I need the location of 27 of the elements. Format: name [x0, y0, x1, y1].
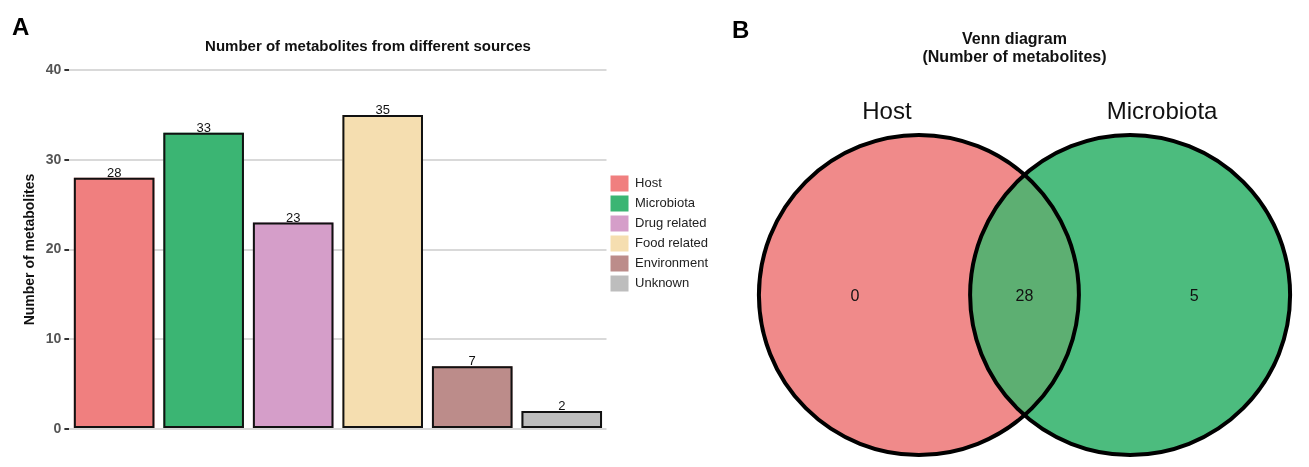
y-tick-label: 30 — [45, 150, 62, 167]
text: B — [732, 16, 750, 43]
text: Venn diagram (Number of metabolites) — [922, 30, 1107, 65]
y-tick-label: 10 — [45, 330, 62, 347]
data-label: 35 — [375, 101, 390, 117]
y-tick-label: 20 — [45, 240, 62, 257]
legend-label: Microbiota — [635, 195, 696, 211]
chart-title: Number of metabolites from different sources — [205, 37, 531, 55]
y-tick-label: 40 — [45, 60, 62, 77]
legend-label: Host — [635, 175, 663, 191]
text: 0 — [850, 287, 860, 304]
data-label: 2 — [558, 398, 566, 414]
text: 5 — [1189, 287, 1199, 304]
legend-label: Unknown — [635, 275, 690, 291]
legend-label: Drug related — [635, 215, 707, 231]
text: A — [12, 12, 30, 40]
text: Host — [862, 97, 912, 124]
data-label: 7 — [468, 353, 476, 369]
data-label: 23 — [285, 209, 301, 225]
data-label: 28 — [106, 164, 122, 180]
legend-label: Food related — [635, 235, 709, 251]
y-axis-title: Number of metabolites — [21, 173, 38, 326]
legend-label: Environment — [635, 255, 709, 271]
text: Microbiota — [1106, 97, 1219, 124]
data-label: 33 — [196, 119, 211, 135]
y-tick-label: 0 — [53, 419, 62, 436]
text: 28 — [1015, 287, 1034, 304]
